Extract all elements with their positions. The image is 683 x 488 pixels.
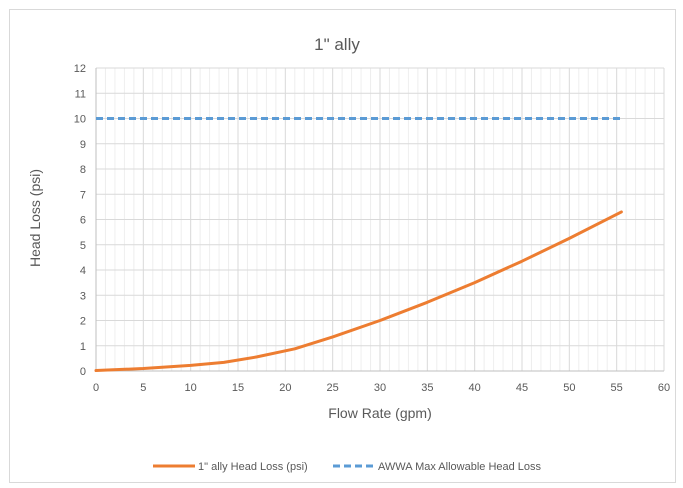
x-tick-label: 0: [93, 382, 99, 394]
x-tick-label: 30: [374, 382, 386, 394]
legend-entry-head-loss: 1" ally Head Loss (psi): [153, 461, 308, 473]
x-tick-label: 55: [611, 382, 623, 394]
x-tick-label: 20: [279, 382, 291, 394]
y-tick-label: 1: [80, 341, 86, 353]
y-tick-label: 8: [80, 164, 86, 176]
y-tick-label: 5: [80, 240, 86, 252]
gridlines: [95, 67, 665, 372]
head-loss-series-line: [94, 210, 623, 372]
x-tick-label: 25: [327, 382, 339, 394]
legend-label: AWWA Max Allowable Head Loss: [378, 461, 542, 473]
y-tick-label: 3: [80, 290, 86, 302]
x-tick-label: 5: [140, 382, 146, 394]
series-lines: [94, 117, 623, 372]
x-tick-label: 15: [232, 382, 244, 394]
y-tick-label: 6: [80, 215, 86, 227]
x-tick-label: 45: [516, 382, 528, 394]
legend: 1" ally Head Loss (psi) AWWA Max Allowabl…: [153, 461, 542, 473]
y-tick-label: 9: [80, 139, 86, 151]
legend-label: 1" ally Head Loss (psi): [198, 461, 308, 473]
y-tick-label: 11: [75, 88, 86, 100]
y-tick-label: 0: [80, 366, 86, 378]
x-axis-title: Flow Rate (gpm): [328, 405, 431, 421]
x-tick-label: 35: [421, 382, 433, 394]
x-tick-label: 10: [185, 382, 197, 394]
y-tick-label: 4: [80, 265, 86, 277]
y-tick-label: 7: [80, 189, 86, 201]
y-tick-label: 2: [80, 316, 86, 328]
legend-entry-awwa-max: AWWA Max Allowable Head Loss: [333, 461, 542, 473]
x-tick-label: 60: [658, 382, 670, 394]
x-tick-label: 50: [563, 382, 575, 394]
y-tick-label: 12: [74, 63, 86, 75]
x-tick-label: 40: [469, 382, 481, 394]
chart-title: 1" ally: [314, 35, 360, 54]
y-axis-title: Head Loss (psi): [27, 169, 43, 267]
y-tick-label: 10: [74, 114, 86, 126]
